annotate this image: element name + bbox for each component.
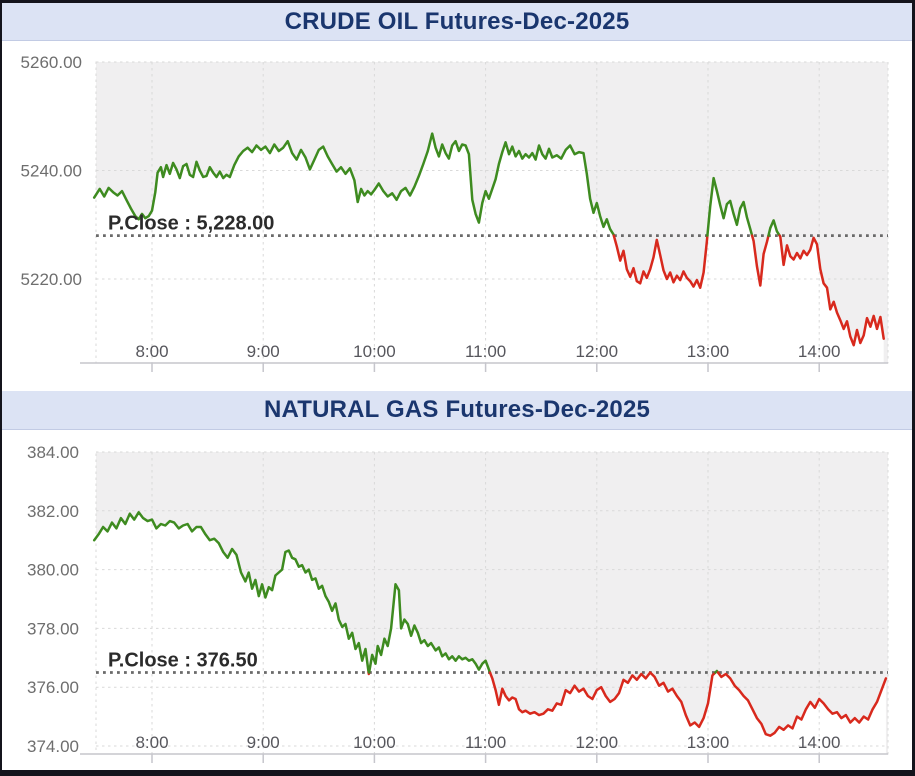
- x-tick-label: 8:00: [135, 342, 168, 361]
- price-line-up-segment: [767, 219, 781, 237]
- price-line-down-segment: [488, 671, 717, 729]
- x-tick-label: 11:00: [465, 733, 506, 752]
- y-tick-label: 5220.00: [21, 270, 82, 289]
- price-line-up-segment: [706, 176, 754, 237]
- price-line-down-segment: [716, 671, 888, 737]
- price-line-down-segment: [778, 234, 885, 347]
- y-tick-label: 5260.00: [21, 53, 82, 72]
- y-tick-label: 380.00: [27, 561, 79, 580]
- y-tick-label: 378.00: [27, 619, 79, 638]
- x-tick-label: 10:00: [353, 342, 396, 361]
- crude-oil-chart: 8:00 9:00 10:00 11:00 12:00 13:00 14:00 5260.00…: [2, 41, 912, 386]
- price-line-down-segment: [750, 234, 770, 287]
- y-tick-label: 382.00: [27, 502, 79, 521]
- price-line-up-segment: [92, 132, 616, 237]
- natural-gas-chart-canvas: 8:00 9:00 10:00 11:00 12:00 13:00 14:00 384.00 3…: [27, 443, 889, 763]
- y-tick-label: 374.00: [27, 737, 79, 756]
- x-tick-label: 13:00: [687, 733, 730, 752]
- x-tick-label: 14:00: [798, 342, 841, 361]
- x-tick-label: 10:00: [353, 733, 396, 752]
- x-tick-label: 12:00: [576, 342, 619, 361]
- y-tick-label: 5240.00: [21, 162, 82, 181]
- chart-title-natural-gas: NATURAL GAS Futures-Dec-2025: [263, 396, 651, 423]
- price-line-up-segment: [92, 511, 370, 674]
- chart-titlebar-crude-oil: CRUDE OIL Futures-Dec-2025: [2, 3, 912, 41]
- x-tick-label: 11:00: [465, 342, 506, 361]
- natural-gas-chart: 8:00 9:00 10:00 11:00 12:00 13:00 14:00 384.00 3…: [2, 430, 912, 770]
- price-line-up-segment: [367, 583, 492, 674]
- panel-divider: [2, 386, 912, 391]
- under-line-fill: [94, 512, 886, 754]
- pclose-label: P.Close : 376.50: [108, 650, 258, 672]
- x-tick-label: 13:00: [687, 342, 730, 361]
- x-tick-label: 14:00: [798, 733, 841, 752]
- chart-title-crude-oil: CRUDE OIL Futures-Dec-2025: [284, 7, 630, 35]
- pclose-label: P.Close : 5,228.00: [108, 213, 274, 235]
- x-tick-label: 12:00: [576, 733, 619, 752]
- under-line-fill: [94, 133, 884, 363]
- x-tick-label: 8:00: [135, 733, 168, 752]
- x-tick-label: 9:00: [247, 342, 280, 361]
- price-line-down-segment: [612, 234, 709, 289]
- chart-titlebar-natural-gas: NATURAL GAS Futures-Dec-2025: [2, 391, 912, 430]
- y-tick-label: 376.00: [27, 678, 79, 697]
- y-tick-label: 384.00: [27, 443, 79, 462]
- x-tick-label: 9:00: [247, 733, 280, 752]
- crude-oil-chart-canvas: 8:00 9:00 10:00 11:00 12:00 13:00 14:00 5260.00…: [21, 53, 889, 372]
